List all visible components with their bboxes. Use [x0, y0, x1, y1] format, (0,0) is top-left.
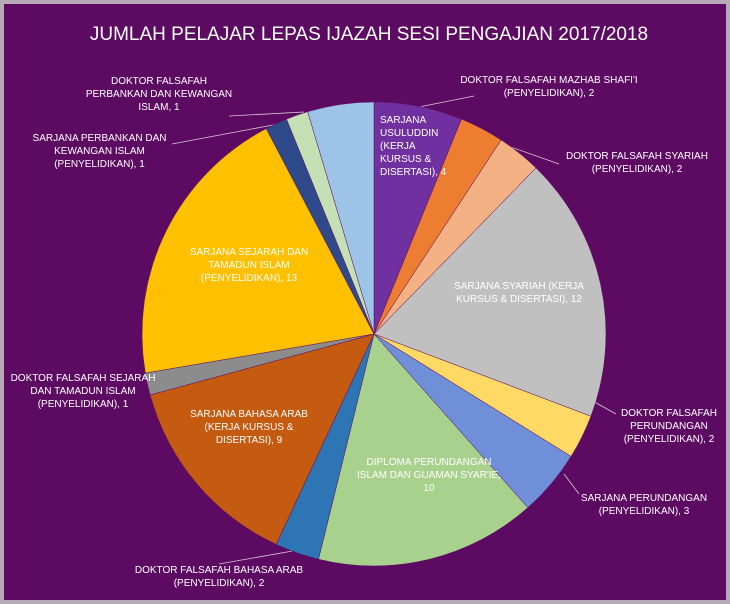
- separator: ,: [435, 167, 441, 178]
- category-label: SARJANA BAHASA ARAB (KERJA KURSUS & DISE…: [190, 409, 308, 446]
- separator: ,: [117, 399, 123, 410]
- leader: [171, 121, 290, 145]
- value-label: 1: [122, 399, 129, 410]
- data-label: DIPLOMA PERUNDANGAN ISLAM DAN GUAMAN SYA…: [354, 456, 504, 495]
- category-label: DIPLOMA PERUNDANGAN ISLAM DAN GUAMAN SYA…: [357, 457, 499, 481]
- chart-title: JUMLAH PELAJAR LEPAS IJAZAH SESI PENGAJI…: [90, 24, 648, 45]
- value-label: 12: [570, 294, 582, 305]
- value-label: 4: [440, 167, 447, 178]
- category-label: SARJANA SEJARAH DAN TAMADUN ISLAM (PENYE…: [189, 247, 309, 284]
- category-label: DOKTOR FALSAFAH BAHASA ARAB (PENYELIDIKA…: [134, 565, 304, 589]
- category-label: SARJANA SYARIAH (KERJA KURSUS & DISERTAS…: [454, 281, 584, 305]
- category-label: DOKTOR FALSAFAH PERUNDANGAN (PENYELIDIKA…: [621, 408, 717, 445]
- data-label: DOKTOR FALSAFAH PERBANKAN DAN KEWANGAN I…: [84, 75, 234, 114]
- pie-slice: [307, 101, 375, 335]
- pie: [141, 101, 607, 567]
- value-label: 9: [276, 435, 283, 446]
- category-label: DOKTOR FALSAFAH PERBANKAN DAN KEWANGAN I…: [85, 76, 233, 113]
- category-label: DOKTOR FALSAFAH SYARIAH (PENYELIDIKAN): [566, 151, 708, 175]
- category-label: DOKTOR FALSAFAH SEJARAH DAN TAMADUN ISLA…: [10, 373, 156, 410]
- category-label: SARJANA USULUDDIN (KERJA KURSUS & DISERT…: [380, 115, 439, 178]
- pie-slice: [318, 333, 529, 567]
- separator: ,: [671, 164, 677, 175]
- chart-svg: JUMLAH PELAJAR LEPAS IJAZAH SESI PENGAJI…: [90, 24, 648, 567]
- pie-slice: [141, 128, 375, 374]
- data-label: DOKTOR FALSAFAH PERUNDANGAN (PENYELIDIKA…: [609, 407, 726, 446]
- pie-slice: [373, 167, 607, 417]
- value-label: 10: [423, 483, 435, 494]
- separator: ,: [271, 435, 277, 446]
- data-label: SARJANA USULUDDIN (KERJA KURSUS & DISERT…: [380, 114, 452, 179]
- data-label: SARJANA SYARIAH (KERJA KURSUS & DISERTAS…: [444, 280, 594, 306]
- category-label: SARJANA PERBANKAN DAN KEWANGAN ISLAM (PE…: [32, 133, 167, 170]
- separator: ,: [133, 159, 140, 170]
- separator: ,: [168, 102, 174, 113]
- separator: ,: [253, 578, 259, 589]
- separator: ,: [678, 506, 684, 517]
- value-label: 2: [258, 578, 265, 589]
- value-label: 2: [708, 434, 715, 445]
- category-label: SARJANA PERUNDANGAN (PENYELIDIKAN): [580, 493, 708, 517]
- data-label: SARJANA BAHASA ARAB (KERJA KURSUS & DISE…: [179, 408, 319, 447]
- data-label: DOKTOR FALSAFAH BAHASA ARAB (PENYELIDIKA…: [109, 564, 329, 590]
- data-label: DOKTOR FALSAFAH SEJARAH DAN TAMADUN ISLA…: [8, 372, 158, 411]
- value-label: 1: [139, 159, 145, 170]
- separator: ,: [703, 434, 709, 445]
- value-label: 3: [683, 506, 690, 517]
- data-label: SARJANA PERUNDANGAN (PENYELIDIKAN), 3: [559, 492, 726, 518]
- value-label: 2: [676, 164, 683, 175]
- leader: [413, 95, 475, 109]
- pie-slice: [149, 333, 375, 545]
- data-label: SARJANA SEJARAH DAN TAMADUN ISLAM (PENYE…: [174, 246, 324, 285]
- separator: ,: [280, 273, 286, 284]
- value-label: 1: [174, 102, 180, 113]
- leader: [228, 111, 305, 117]
- leader: [563, 473, 580, 495]
- separator: ,: [583, 88, 589, 99]
- data-label: DOKTOR FALSAFAH MAZHAB SHAFI'I (PENYELID…: [444, 74, 654, 100]
- data-label: SARJANA PERBANKAN DAN KEWANGAN ISLAM (PE…: [22, 132, 177, 171]
- separator: ,: [498, 470, 501, 481]
- data-label: DOKTOR FALSAFAH SYARIAH (PENYELIDIKAN), …: [552, 150, 722, 176]
- value-label: 2: [588, 88, 595, 99]
- category-label: DOKTOR FALSAFAH MAZHAB SHAFI'I (PENYELID…: [460, 75, 638, 99]
- leader: [218, 548, 305, 565]
- separator: ,: [565, 294, 571, 305]
- value-label: 13: [285, 273, 298, 284]
